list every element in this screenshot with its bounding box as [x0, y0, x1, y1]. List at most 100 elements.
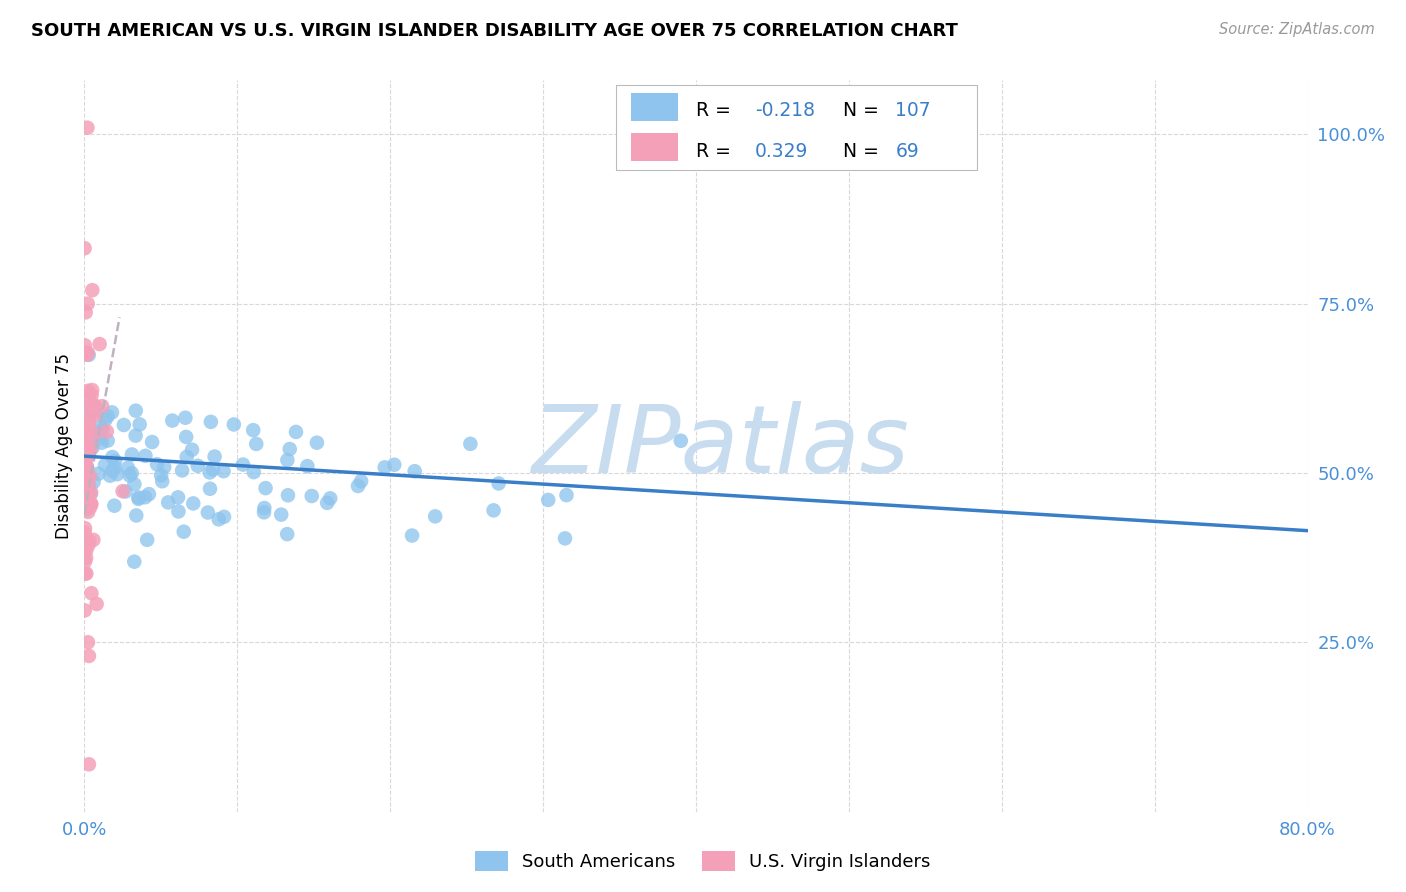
Point: [128, 491, 150, 505]
Point: [425, 509, 447, 524]
Point: [285, 425, 308, 439]
Point: [101, 450, 124, 464]
Point: [77, 404, 100, 418]
Point: [172, 463, 194, 477]
Text: ZIPatlas: ZIPatlas: [531, 401, 910, 491]
Point: [86, 597, 108, 611]
Point: [77, 757, 100, 772]
Point: [121, 447, 143, 461]
Point: [79, 469, 101, 483]
Point: [208, 512, 231, 526]
Point: [134, 490, 156, 504]
Text: SOUTH AMERICAN VS U.S. VIRGIN ISLANDER DISABILITY AGE OVER 75 CORRELATION CHART: SOUTH AMERICAN VS U.S. VIRGIN ISLANDER D…: [31, 22, 957, 40]
Text: 0.329: 0.329: [755, 142, 808, 161]
Point: [97, 409, 120, 423]
Point: [77, 440, 100, 454]
Point: [80, 430, 103, 444]
Point: [73, 525, 96, 540]
Point: [82, 283, 104, 297]
Point: [89, 431, 111, 445]
Point: [76, 120, 98, 135]
Point: [75, 454, 97, 468]
Point: [232, 458, 254, 472]
Point: [301, 489, 323, 503]
Point: [77, 384, 100, 398]
Point: [76, 464, 98, 478]
Point: [187, 458, 209, 473]
Point: [319, 491, 342, 506]
Point: [153, 460, 176, 475]
Point: [80, 388, 103, 402]
Point: [174, 410, 197, 425]
Point: [162, 414, 184, 428]
Point: [101, 464, 124, 478]
Point: [350, 474, 373, 488]
Point: [75, 429, 97, 443]
Point: [537, 492, 560, 507]
Point: [73, 566, 96, 581]
Point: [460, 437, 482, 451]
Point: [347, 479, 370, 493]
Point: [87, 467, 110, 481]
Point: [198, 466, 221, 480]
Point: [76, 498, 98, 512]
Point: [77, 505, 100, 519]
Point: [91, 399, 114, 413]
Point: [76, 495, 98, 509]
Point: [77, 413, 100, 427]
Point: [76, 448, 98, 462]
Point: [124, 428, 146, 442]
Point: [80, 497, 103, 511]
Point: [117, 461, 139, 475]
Point: [98, 468, 121, 483]
Point: [111, 484, 134, 499]
Point: [174, 430, 197, 444]
Point: [104, 461, 127, 475]
Point: [103, 499, 125, 513]
Bar: [616, 86, 977, 169]
Point: [77, 635, 100, 649]
Point: [374, 460, 396, 475]
Point: [91, 423, 114, 437]
Point: [77, 478, 100, 492]
Point: [82, 441, 104, 455]
Point: [181, 496, 204, 510]
Point: [382, 458, 405, 472]
Point: [114, 484, 136, 499]
Point: [488, 476, 510, 491]
Point: [305, 435, 328, 450]
Point: [76, 426, 98, 441]
Point: [77, 648, 100, 663]
Point: [297, 459, 319, 474]
Point: [124, 555, 146, 569]
Point: [242, 423, 264, 437]
Point: [76, 443, 98, 458]
Point: [198, 482, 221, 496]
Point: [401, 528, 423, 542]
Point: [167, 491, 190, 505]
Point: [316, 496, 339, 510]
Point: [79, 500, 101, 514]
Point: [75, 464, 97, 478]
Point: [73, 449, 96, 463]
Point: [124, 477, 146, 491]
Text: R =: R =: [696, 142, 737, 161]
Text: N =: N =: [842, 142, 884, 161]
Point: [253, 505, 276, 519]
Point: [96, 425, 118, 439]
Legend: South Americans, U.S. Virgin Islanders: South Americans, U.S. Virgin Islanders: [468, 844, 938, 879]
Point: [76, 346, 98, 360]
Point: [79, 497, 101, 511]
Point: [112, 417, 135, 432]
Point: [75, 543, 97, 558]
Point: [555, 488, 578, 502]
Point: [276, 453, 298, 467]
Point: [80, 487, 103, 501]
Point: [73, 478, 96, 492]
Point: [134, 449, 156, 463]
Text: N =: N =: [842, 101, 884, 120]
Point: [83, 398, 105, 412]
Point: [76, 489, 98, 503]
Point: [121, 467, 143, 481]
Point: [141, 435, 163, 450]
